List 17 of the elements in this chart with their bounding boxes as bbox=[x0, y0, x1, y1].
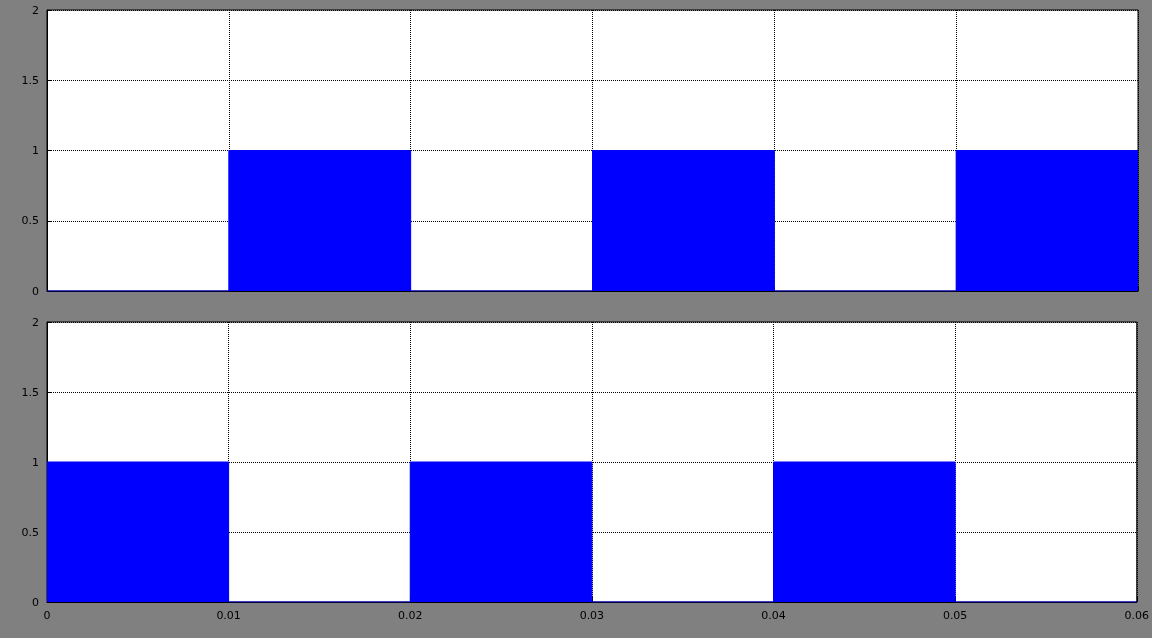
y-tick-label: 0.5 bbox=[21, 525, 39, 539]
x-tick-label: 0.01 bbox=[216, 609, 241, 622]
y-tick-label: 1 bbox=[32, 455, 39, 469]
x-tick-label: 0.03 bbox=[579, 609, 605, 622]
y-tick-label: 2 bbox=[32, 3, 39, 17]
x-tick-label: 0.04 bbox=[761, 609, 786, 622]
x-tick-label: 0.02 bbox=[398, 609, 423, 622]
y-tick-label: 1.5 bbox=[21, 385, 39, 399]
y-tick-label: 1.5 bbox=[21, 73, 39, 87]
x-tick-label: 0.06 bbox=[1124, 609, 1149, 622]
y-tick-label: 1 bbox=[32, 144, 39, 157]
x-tick-label: 0.05 bbox=[942, 609, 968, 622]
y-tick-label: 2 bbox=[32, 315, 39, 329]
x-tick-label: 0 bbox=[43, 609, 51, 622]
y-tick-label: 0 bbox=[32, 284, 39, 298]
y-tick-label: 0.5 bbox=[21, 214, 39, 228]
y-tick-label: 0 bbox=[32, 595, 39, 609]
